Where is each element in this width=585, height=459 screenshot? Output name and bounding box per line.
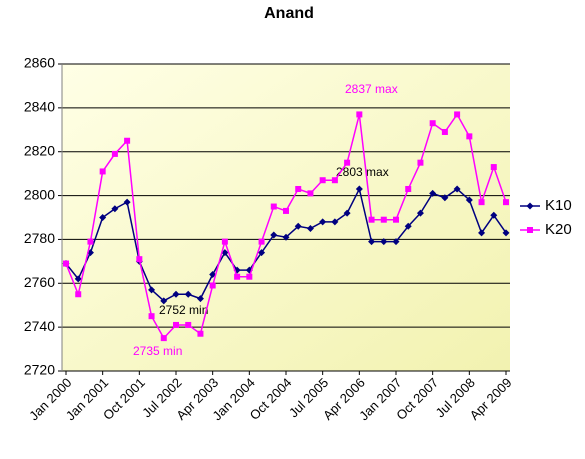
- y-tick-label: 2760: [24, 274, 55, 290]
- marker: [295, 185, 302, 192]
- marker: [270, 203, 277, 210]
- marker: [173, 321, 179, 328]
- marker: [380, 238, 388, 246]
- marker: [63, 260, 69, 267]
- marker: [99, 214, 107, 221]
- marker: [404, 222, 412, 230]
- marker: [344, 159, 351, 166]
- marker: [123, 198, 131, 206]
- marker: [368, 216, 375, 223]
- marker: [331, 218, 339, 226]
- marker: [258, 249, 266, 257]
- marker: [319, 218, 327, 226]
- marker: [465, 196, 473, 204]
- y-tick-label: 2860: [24, 55, 55, 71]
- y-tick-label: 2780: [24, 230, 55, 246]
- marker: [416, 209, 424, 217]
- marker: [429, 189, 437, 197]
- marker: [124, 137, 131, 144]
- marker: [466, 133, 473, 140]
- marker: [111, 150, 118, 157]
- marker: [172, 290, 180, 298]
- y-tick-label: 2720: [24, 362, 55, 378]
- marker: [258, 238, 265, 245]
- marker: [503, 199, 509, 206]
- annotation: 2735 min: [133, 344, 182, 358]
- marker: [356, 111, 363, 118]
- marker: [282, 233, 290, 241]
- marker: [392, 238, 400, 246]
- marker: [234, 273, 241, 280]
- marker: [478, 229, 486, 237]
- marker: [319, 177, 326, 184]
- marker: [160, 297, 168, 305]
- marker: [306, 224, 314, 232]
- y-tick-label: 2840: [24, 99, 55, 115]
- marker: [441, 194, 449, 202]
- marker: [405, 185, 412, 192]
- marker: [355, 185, 363, 193]
- marker: [246, 273, 253, 280]
- marker: [393, 216, 399, 223]
- marker: [75, 291, 82, 298]
- marker: [209, 282, 216, 289]
- marker: [270, 231, 278, 239]
- marker: [209, 271, 217, 279]
- marker: [478, 199, 485, 206]
- marker: [197, 330, 204, 337]
- marker: [221, 238, 228, 245]
- annotation: 2837 max: [345, 82, 398, 96]
- marker: [368, 238, 376, 246]
- plot-area: [62, 64, 510, 371]
- legend-marker: [526, 202, 534, 210]
- marker: [441, 128, 448, 135]
- marker: [99, 168, 106, 175]
- legend-marker: [527, 227, 533, 233]
- marker: [74, 275, 82, 283]
- marker: [184, 290, 192, 298]
- marker: [148, 286, 156, 294]
- marker: [160, 335, 167, 342]
- legend-label: K10: [545, 197, 572, 214]
- chart-title: Anand: [264, 5, 314, 22]
- marker: [490, 164, 497, 171]
- marker: [221, 249, 229, 257]
- y-tick-label: 2800: [24, 186, 55, 202]
- marker: [87, 238, 94, 245]
- y-tick-label: 2740: [24, 318, 55, 334]
- legend-label: K20: [545, 221, 572, 238]
- marker: [196, 295, 204, 303]
- marker: [331, 177, 338, 184]
- marker: [148, 313, 155, 320]
- marker: [453, 185, 461, 193]
- marker: [380, 216, 387, 223]
- marker: [283, 207, 289, 214]
- annotation: 2752 min: [159, 303, 208, 317]
- marker: [502, 229, 510, 237]
- marker: [294, 222, 302, 230]
- annotation: 2803 max: [336, 165, 389, 179]
- marker: [490, 211, 498, 219]
- marker: [185, 321, 192, 328]
- marker: [454, 111, 461, 118]
- marker: [111, 205, 119, 213]
- marker: [343, 209, 351, 217]
- marker: [429, 120, 436, 127]
- marker: [136, 256, 143, 263]
- marker: [307, 190, 314, 197]
- y-tick-label: 2820: [24, 142, 55, 158]
- marker: [417, 159, 424, 166]
